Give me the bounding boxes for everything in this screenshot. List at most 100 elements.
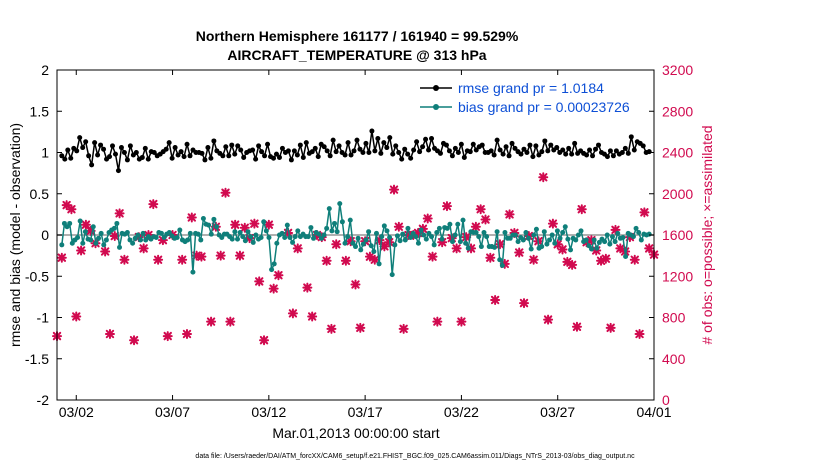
- bias-point: [292, 234, 298, 240]
- rmse-point: [312, 145, 318, 151]
- rmse-point: [351, 148, 357, 154]
- right-tick-label: 3200: [662, 62, 693, 78]
- rmse-point: [646, 149, 652, 155]
- obs-count-point: [586, 235, 597, 246]
- rmse-point: [223, 144, 229, 150]
- right-tick-label: 400: [662, 351, 686, 367]
- rmse-point: [253, 156, 259, 162]
- rmse-point: [437, 150, 443, 156]
- rmse-point: [378, 150, 384, 156]
- rmse-point: [279, 145, 285, 151]
- bias-point: [135, 232, 141, 238]
- obs-count-point: [422, 213, 433, 224]
- obs-count-point: [321, 255, 332, 266]
- rmse-point: [101, 146, 107, 152]
- left-tick-label: 1: [41, 145, 49, 161]
- obs-count-point: [80, 219, 91, 230]
- rmse-point: [473, 147, 479, 153]
- bias-point: [515, 239, 521, 245]
- rmse-point: [426, 147, 432, 153]
- obs-count-point: [230, 219, 241, 230]
- bias-point: [266, 234, 272, 240]
- rmse-point: [68, 155, 74, 161]
- obs-count-point: [355, 322, 366, 333]
- bias-point: [308, 225, 314, 231]
- left-tick-label: -2: [37, 392, 50, 408]
- rmse-point: [354, 137, 360, 143]
- x-tick-label: 03/12: [251, 404, 286, 420]
- rmse-point: [250, 147, 256, 153]
- rmse-point: [65, 147, 71, 153]
- rmse-point: [384, 145, 390, 151]
- y-axis-label: rmse and bias (model - observation): [7, 123, 23, 347]
- obs-count-point: [494, 239, 505, 250]
- rmse-point: [324, 148, 330, 154]
- obs-count-point: [283, 227, 294, 238]
- bias-point: [452, 232, 458, 238]
- rmse-point: [429, 135, 435, 141]
- bias-point: [478, 244, 484, 250]
- bias-point: [615, 230, 621, 236]
- rmse-point: [139, 154, 145, 160]
- rmse-point: [375, 135, 381, 141]
- bias-point: [366, 229, 372, 235]
- bias-point: [450, 239, 456, 245]
- rmse-point: [262, 153, 268, 159]
- rmse-point: [402, 146, 408, 152]
- rmse-point: [330, 137, 336, 143]
- rmse-point: [229, 142, 235, 148]
- bias-point: [245, 229, 251, 235]
- rmse-point: [452, 145, 458, 151]
- rmse-point: [548, 142, 554, 148]
- rmse-point: [497, 147, 503, 153]
- right-tick-label: 1600: [662, 227, 693, 243]
- bias-point: [242, 238, 248, 244]
- obs-count-point: [263, 219, 274, 230]
- bias-point: [583, 237, 589, 243]
- obs-count-point: [379, 241, 390, 252]
- legend-rmse-marker: [433, 85, 439, 91]
- obs-count-point: [364, 251, 375, 262]
- bias-point: [75, 234, 81, 240]
- obs-count-point: [206, 316, 217, 327]
- rmse-point: [342, 152, 348, 158]
- obs-count-point: [177, 254, 188, 265]
- obs-count-point: [557, 244, 568, 255]
- rmse-point: [220, 153, 226, 159]
- rmse-point: [521, 146, 527, 152]
- rmse-point: [169, 155, 175, 161]
- obs-count-point: [350, 279, 361, 290]
- obs-count-point: [254, 276, 265, 287]
- left-tick-label: -0.5: [25, 268, 49, 284]
- obs-count-point: [629, 254, 640, 265]
- obs-count-point: [307, 311, 318, 322]
- obs-count-point: [234, 250, 245, 261]
- bias-point: [394, 233, 400, 239]
- obs-count-point: [567, 259, 578, 270]
- bias-point: [371, 249, 377, 254]
- rmse-point: [461, 154, 467, 160]
- bias-point: [531, 232, 537, 238]
- rmse-point: [178, 149, 184, 155]
- bias-point: [636, 230, 642, 236]
- rmse-point: [572, 140, 578, 146]
- rmse-point: [80, 145, 86, 151]
- rmse-point: [488, 148, 494, 154]
- rmse-point: [288, 157, 294, 163]
- rmse-point: [199, 150, 205, 156]
- x-tick-label: 03/02: [59, 404, 94, 420]
- bias-point: [620, 234, 626, 240]
- right-tick-label: 2400: [662, 145, 693, 161]
- obs-count-point: [302, 282, 313, 293]
- rmse-point: [587, 147, 593, 153]
- bias-point: [575, 232, 581, 238]
- bias-point: [520, 237, 526, 243]
- obs-count-point: [259, 335, 270, 346]
- rmse-point: [112, 151, 118, 157]
- right-tick-label: 2800: [662, 103, 693, 119]
- rmse-point: [569, 151, 575, 157]
- bias-point: [258, 234, 264, 240]
- bias-point: [96, 235, 102, 241]
- obs-count-point: [547, 218, 558, 229]
- rmse-point: [151, 150, 157, 155]
